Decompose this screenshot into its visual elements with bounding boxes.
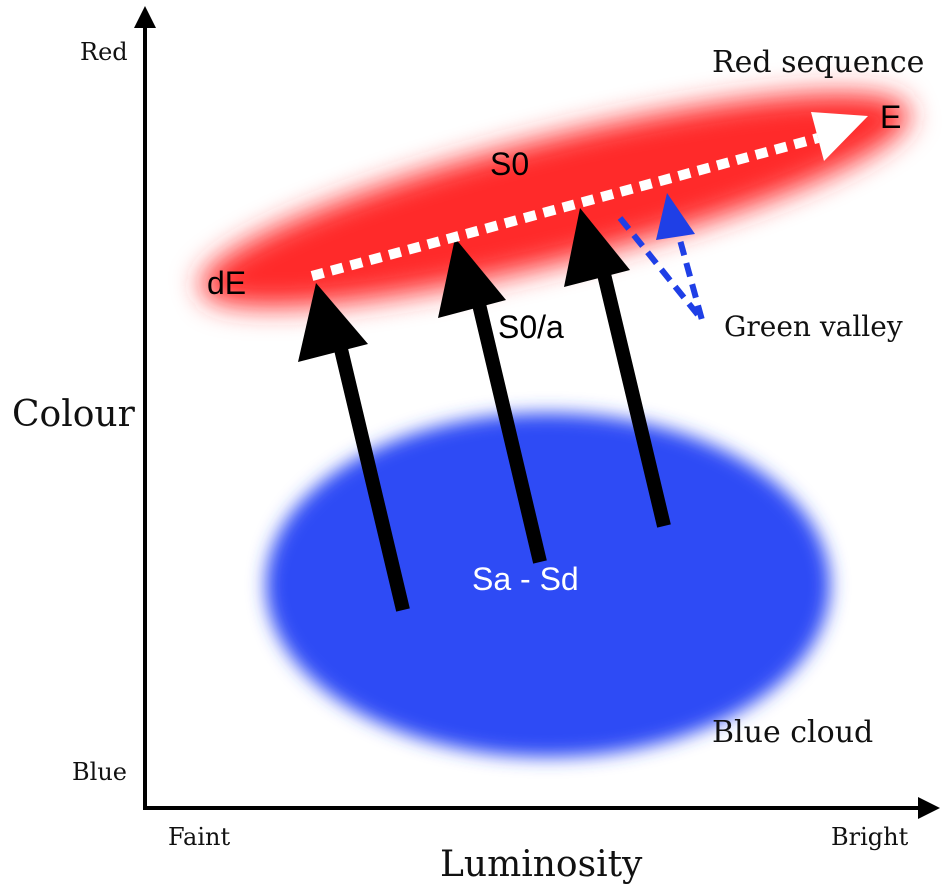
red-sequence-arrow xyxy=(310,133,820,281)
evolution-arrow-3-head xyxy=(564,208,630,287)
y-axis-bottom-label: Blue xyxy=(72,758,127,786)
blue-cloud-label: Blue cloud xyxy=(712,715,873,750)
green-valley-arrowhead xyxy=(656,193,695,240)
green-valley-label: Green valley xyxy=(724,310,903,343)
type-label-dE: dE xyxy=(207,265,246,301)
red-sequence-label: Red sequence xyxy=(712,45,924,80)
type-label-S0: S0 xyxy=(490,146,529,182)
type-label-E: E xyxy=(880,99,901,135)
evolution-arrow-3 xyxy=(596,268,671,528)
red-sequence-arrowhead xyxy=(811,112,868,161)
type-label-S0a: S0/a xyxy=(498,309,564,345)
green-valley-arrow xyxy=(617,216,705,323)
evolution-arrow-2 xyxy=(471,298,547,564)
x-axis-title: Luminosity xyxy=(440,844,643,884)
x-axis-arrowhead xyxy=(918,797,940,819)
y-axis-arrowhead xyxy=(134,6,156,28)
evolution-arrow-2-head xyxy=(438,238,506,318)
type-label-spirals: Sa - Sd xyxy=(472,561,579,597)
x-axis-left-label: Faint xyxy=(168,823,230,851)
y-axis-title: Colour xyxy=(12,394,136,435)
blue-cloud-region xyxy=(266,413,830,757)
evolution-arrow-1-head xyxy=(298,283,368,362)
evolution-arrow-1 xyxy=(333,343,410,612)
y-axis-top-label: Red xyxy=(80,38,128,66)
x-axis-right-label: Bright xyxy=(831,823,909,851)
red-sequence-band xyxy=(200,93,910,307)
